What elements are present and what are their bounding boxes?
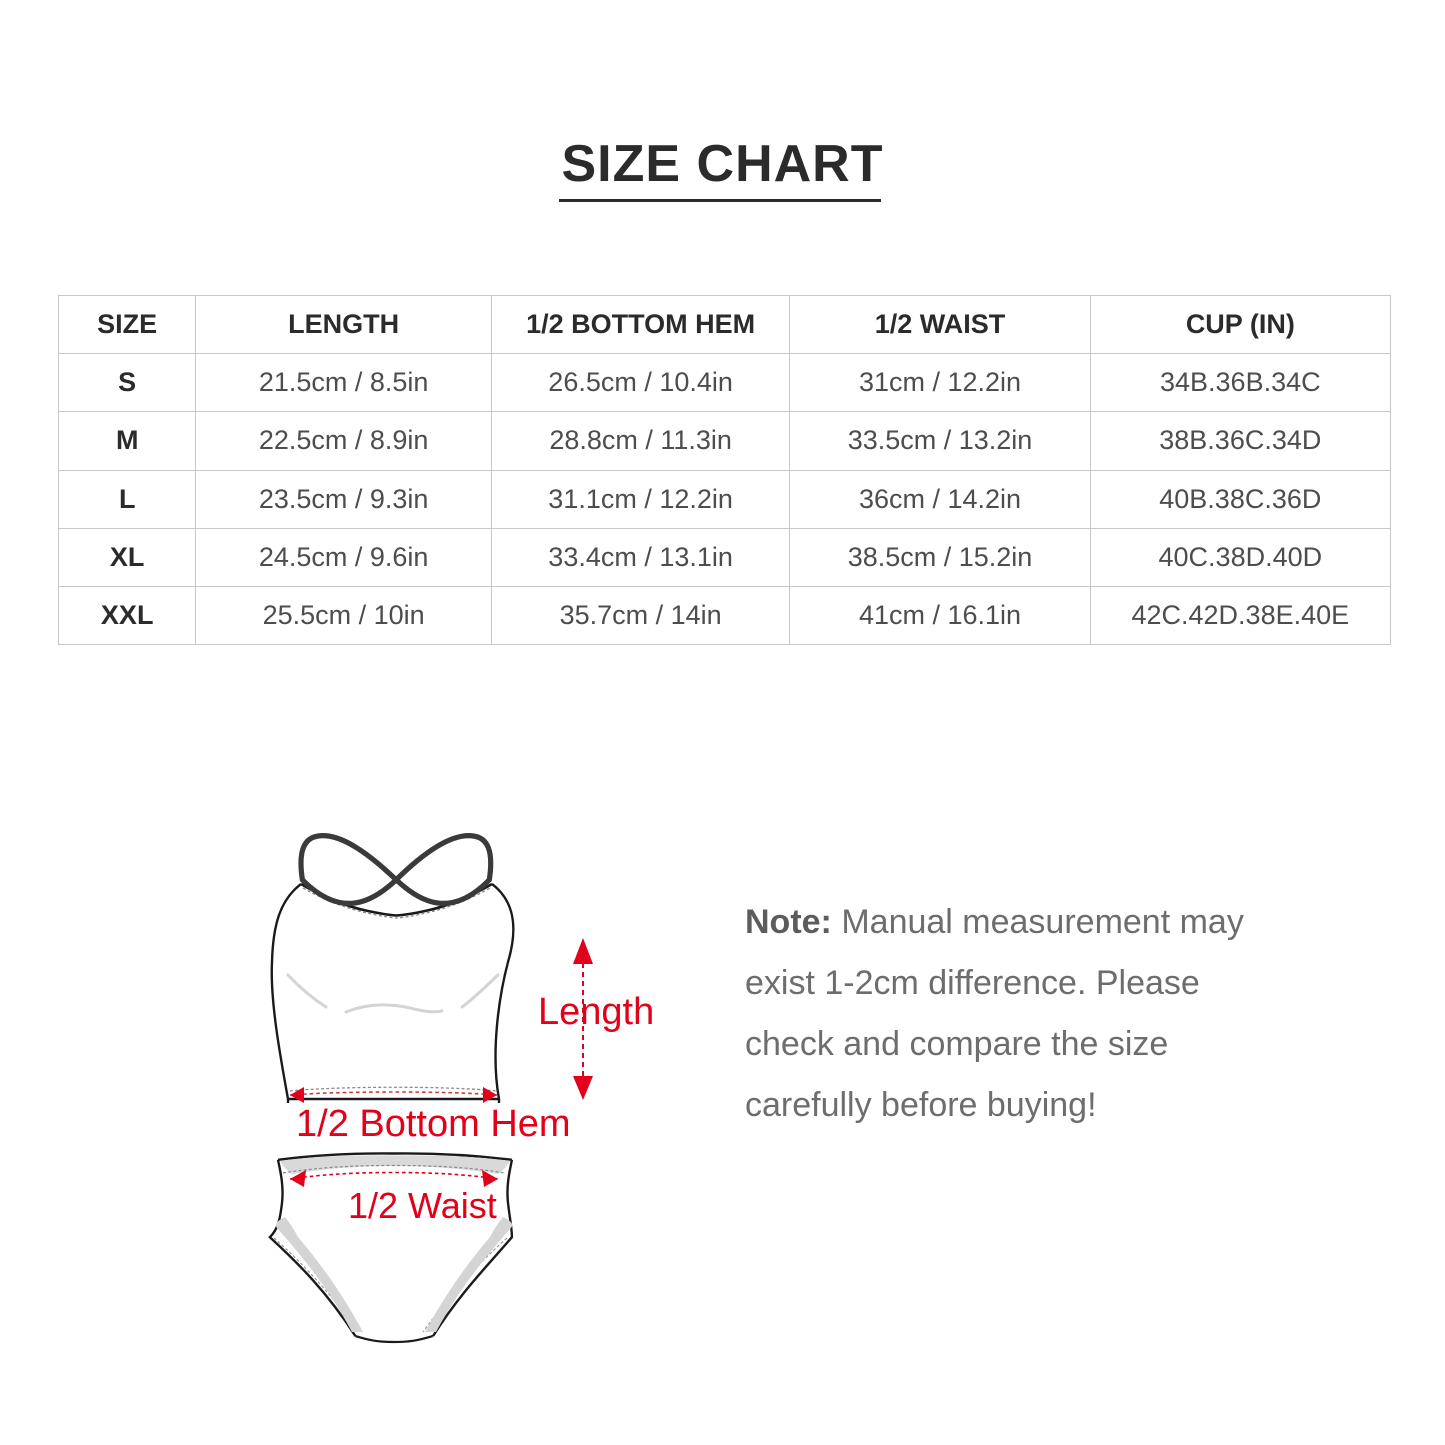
- svg-text:1/2 Waist: 1/2 Waist: [348, 1185, 497, 1226]
- svg-text:1/2 Bottom Hem: 1/2 Bottom Hem: [296, 1103, 571, 1145]
- svg-text:Length: Length: [538, 991, 654, 1033]
